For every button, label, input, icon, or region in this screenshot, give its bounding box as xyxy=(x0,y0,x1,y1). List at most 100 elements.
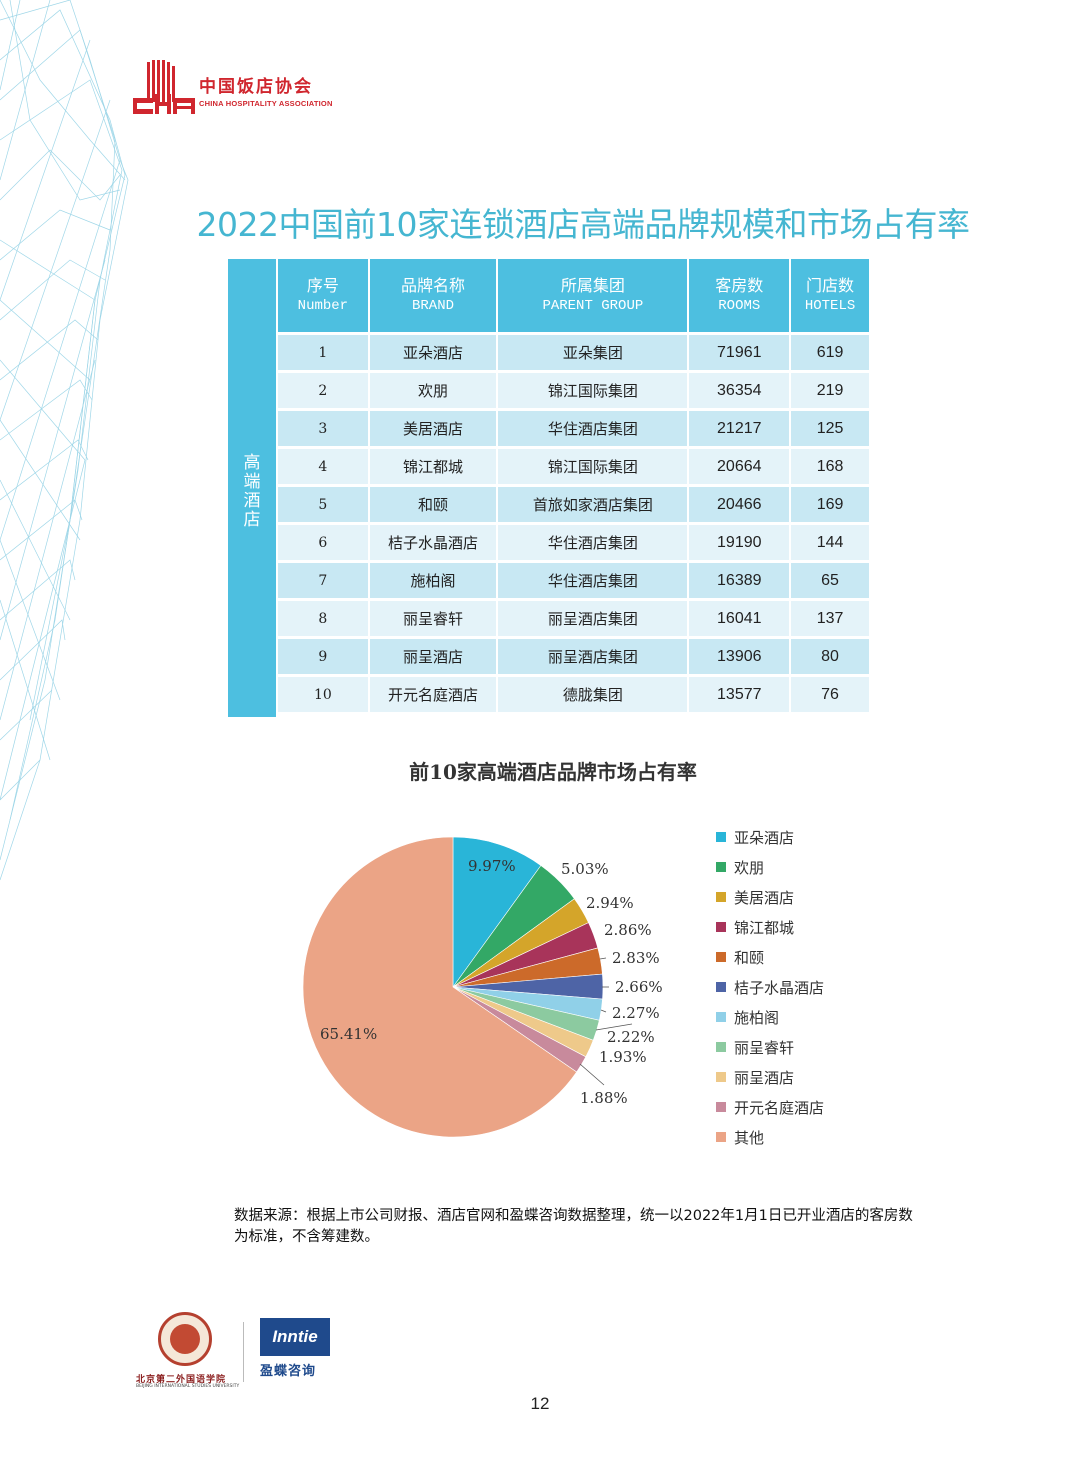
category-band xyxy=(228,259,276,717)
cha-logo: 中国饭店协会 CHINA HOSPITALITY ASSOCIATION xyxy=(133,58,333,116)
cell-number: 4 xyxy=(278,449,368,484)
column-header-rooms: 客房数 ROOMS xyxy=(689,259,790,332)
decorative-wire-mesh xyxy=(0,0,129,881)
pie-label-rezen-select: 2.22% xyxy=(607,1028,655,1046)
cell-hotels: 65 xyxy=(791,563,869,598)
column-header-brand: 品牌名称 BRAND xyxy=(369,259,497,332)
cell-brand: 欢朋 xyxy=(369,373,497,408)
cell-group: 锦江国际集团 xyxy=(498,373,688,408)
inntie-name-cn: 盈蝶咨询 xyxy=(260,1364,317,1379)
chart-legend: 亚朵酒店 欢朋 美居酒店 锦江都城 和颐 桔子水晶酒店 施柏阁 丽呈睿轩 丽呈酒… xyxy=(716,822,824,1152)
cell-hotels: 76 xyxy=(791,677,869,712)
brand-table-container: 高端酒店 序号 Number 品牌名称 BRAND 所属集团 PARENT GROUP… xyxy=(228,259,873,717)
cell-brand: 桔子水晶酒店 xyxy=(369,525,497,560)
legend-swatch-icon xyxy=(716,1132,726,1142)
cell-brand: 亚朵酒店 xyxy=(369,335,497,370)
legend-swatch-icon xyxy=(716,1042,726,1052)
table-row: 4 锦江都城 锦江国际集团 20664 168 xyxy=(278,449,869,484)
cell-number: 2 xyxy=(278,373,368,408)
cell-number: 3 xyxy=(278,411,368,446)
cell-number: 5 xyxy=(278,487,368,522)
cell-hotels: 125 xyxy=(791,411,869,446)
legend-item: 和颐 xyxy=(716,942,824,972)
legend-item: 丽呈睿轩 xyxy=(716,1032,824,1062)
column-header-hotels: 门店数 HOTELS xyxy=(791,259,869,332)
legend-swatch-icon xyxy=(716,952,726,962)
logo-divider xyxy=(243,1322,244,1382)
cell-brand: 丽呈酒店 xyxy=(369,639,497,674)
cell-hotels: 137 xyxy=(791,601,869,636)
pie-label-yitel: 2.83% xyxy=(612,949,660,967)
pie-slice-crystal-orange xyxy=(452,973,604,1000)
cell-rooms: 20664 xyxy=(689,449,790,484)
cell-rooms: 16389 xyxy=(689,563,790,598)
cell-hotels: 144 xyxy=(791,525,869,560)
cell-hotels: 619 xyxy=(791,335,869,370)
cell-rooms: 13906 xyxy=(689,639,790,674)
cell-group: 锦江国际集团 xyxy=(498,449,688,484)
cell-number: 10 xyxy=(278,677,368,712)
pie-slice-kaiyuan-manju xyxy=(452,986,587,1073)
table-row: 9 丽呈酒店 丽呈酒店集团 13906 80 xyxy=(278,639,869,674)
cell-rooms: 13577 xyxy=(689,677,790,712)
legend-swatch-icon xyxy=(716,982,726,992)
legend-swatch-icon xyxy=(716,832,726,842)
cell-number: 7 xyxy=(278,563,368,598)
legend-swatch-icon xyxy=(716,1012,726,1022)
pie-label-metropolo: 2.86% xyxy=(604,921,652,939)
cell-number: 1 xyxy=(278,335,368,370)
legend-item: 亚朵酒店 xyxy=(716,822,824,852)
column-header-number: 序号 Number xyxy=(278,259,368,332)
pie-slice-hampton xyxy=(452,865,575,988)
chart-title: 前10家高端酒店品牌市场占有率 xyxy=(409,760,697,784)
table-row: 8 丽呈睿轩 丽呈酒店集团 16041 137 xyxy=(278,601,869,636)
table-header-row: 序号 Number 品牌名称 BRAND 所属集团 PARENT GROUP 客房数 R… xyxy=(278,259,869,332)
cell-rooms: 16041 xyxy=(689,601,790,636)
cell-brand: 和颐 xyxy=(369,487,497,522)
legend-swatch-icon xyxy=(716,1102,726,1112)
pie-label-steigenberger: 2.27% xyxy=(612,1004,660,1022)
cell-hotels: 168 xyxy=(791,449,869,484)
pie-slice-rezen-select xyxy=(452,986,600,1041)
cell-group: 华住酒店集团 xyxy=(498,563,688,598)
pie-label-rezen-hotel: 1.93% xyxy=(599,1048,647,1066)
pie-slice-metropolo xyxy=(452,922,599,988)
legend-item: 美居酒店 xyxy=(716,882,824,912)
legend-item: 其他 xyxy=(716,1122,824,1152)
brand-table: 序号 Number 品牌名称 BRAND 所属集团 PARENT GROUP 客房数 R… xyxy=(276,256,871,715)
cell-hotels: 169 xyxy=(791,487,869,522)
column-header-parent-group: 所属集团 PARENT GROUP xyxy=(498,259,688,332)
legend-swatch-icon xyxy=(716,1072,726,1082)
cell-hotels: 219 xyxy=(791,373,869,408)
cell-number: 6 xyxy=(278,525,368,560)
pie-label-hampton: 5.03% xyxy=(561,860,609,878)
table-row: 5 和颐 首旅如家酒店集团 20466 169 xyxy=(278,487,869,522)
cell-brand: 施柏阁 xyxy=(369,563,497,598)
pie-label-crystal-orange: 2.66% xyxy=(615,978,663,996)
org-name-cn: 中国饭店协会 xyxy=(199,77,313,97)
legend-item: 锦江都城 xyxy=(716,912,824,942)
cell-brand: 美居酒店 xyxy=(369,411,497,446)
pie-label-others: 65.41% xyxy=(320,1025,377,1043)
table-row: 10 开元名庭酒店 德胧集团 13577 76 xyxy=(278,677,869,712)
table-row: 2 欢朋 锦江国际集团 36354 219 xyxy=(278,373,869,408)
cell-hotels: 80 xyxy=(791,639,869,674)
legend-item: 施柏阁 xyxy=(716,1002,824,1032)
university-name-en: BEIJING INTERNATIONAL STUDIES UNIVERSITY xyxy=(136,1384,240,1389)
cell-rooms: 21217 xyxy=(689,411,790,446)
pie-slice-steigenberger xyxy=(452,986,603,1021)
cha-building-icon xyxy=(133,60,195,114)
org-name-en: CHINA HOSPITALITY ASSOCIATION xyxy=(199,99,333,108)
legend-swatch-icon xyxy=(716,862,726,872)
page-title: 2022中国前10家连锁酒店高端品牌规模和市场占有率 xyxy=(196,205,970,244)
table-row: 3 美居酒店 华住酒店集团 21217 125 xyxy=(278,411,869,446)
pie-label-mercure: 2.94% xyxy=(586,894,634,912)
legend-item: 丽呈酒店 xyxy=(716,1062,824,1092)
pie-label-kaiyuan-manju: 1.88% xyxy=(580,1089,628,1107)
cell-brand: 丽呈睿轩 xyxy=(369,601,497,636)
cell-rooms: 71961 xyxy=(689,335,790,370)
pie-slice-others xyxy=(302,836,578,1138)
pie-label-atour: 9.97% xyxy=(468,857,516,875)
legend-item: 欢朋 xyxy=(716,852,824,882)
table-row: 6 桔子水晶酒店 华住酒店集团 19190 144 xyxy=(278,525,869,560)
